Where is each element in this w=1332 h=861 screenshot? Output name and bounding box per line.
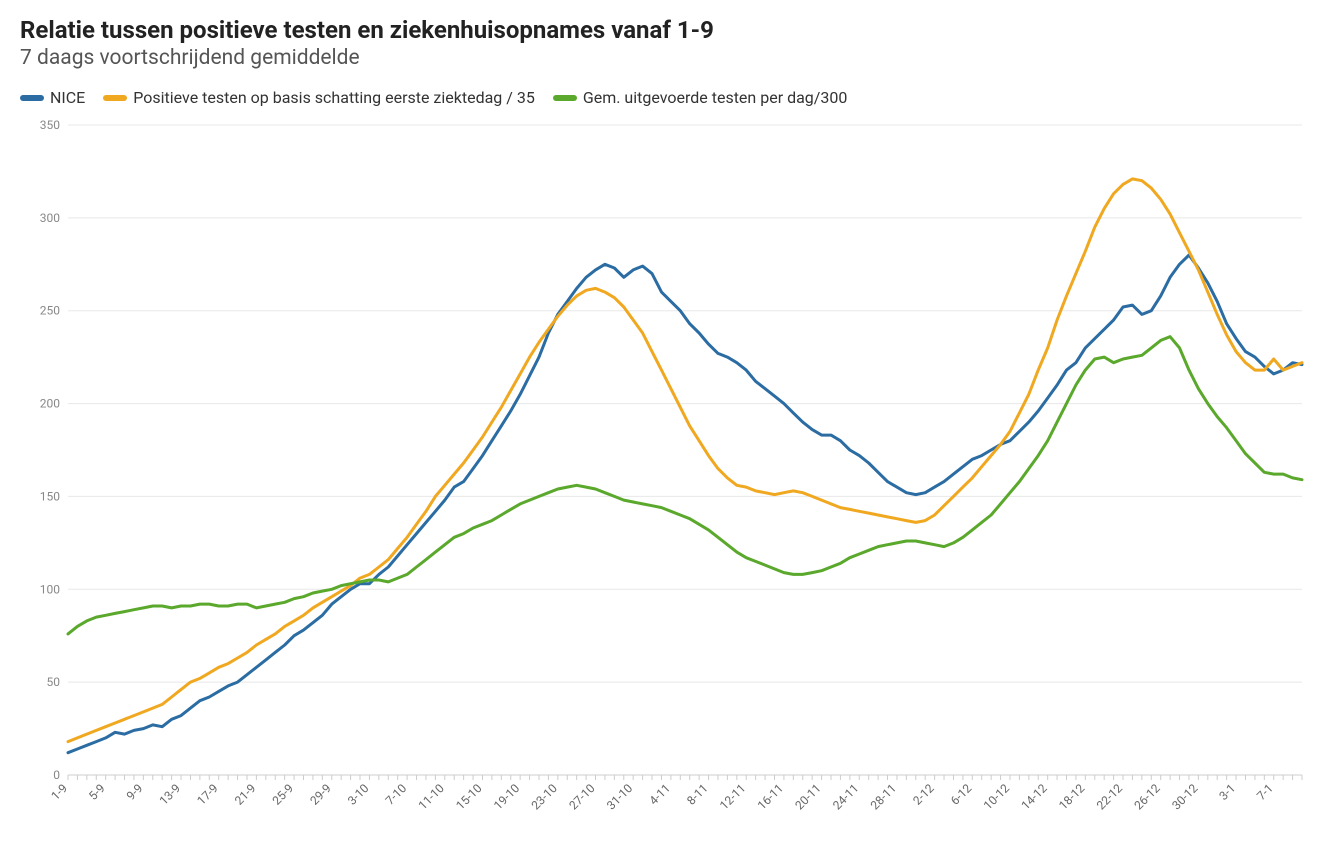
ytick-label: 350 [40, 118, 60, 132]
ytick-label: 250 [40, 304, 60, 318]
legend-item: NICE [20, 88, 85, 107]
legend-item: Positieve testen op basis schatting eers… [103, 88, 535, 107]
legend-swatch [553, 95, 577, 101]
legend-swatch [20, 95, 44, 101]
line-chart: 0501001502002503003501-95-99-913-917-921… [20, 115, 1312, 845]
legend-label: Gem. uitgevoerde testen per dag/300 [583, 88, 848, 107]
ytick-label: 300 [40, 211, 60, 225]
legend: NICE Positieve testen op basis schatting … [20, 88, 1312, 107]
ytick-label: 150 [40, 489, 60, 503]
chart-container: 0501001502002503003501-95-99-913-917-921… [20, 115, 1312, 845]
legend-item: Gem. uitgevoerde testen per dag/300 [553, 88, 848, 107]
ytick-label: 50 [47, 675, 61, 689]
ytick-label: 200 [40, 397, 60, 411]
chart-subtitle: 7 daags voortschrijdend gemiddelde [20, 46, 1312, 70]
legend-label: Positieve testen op basis schatting eers… [133, 88, 535, 107]
chart-title: Relatie tussen positieve testen en zieke… [20, 16, 1312, 44]
legend-label: NICE [50, 88, 85, 107]
legend-swatch [103, 95, 127, 101]
ytick-label: 0 [53, 768, 60, 782]
ytick-label: 100 [40, 582, 60, 596]
